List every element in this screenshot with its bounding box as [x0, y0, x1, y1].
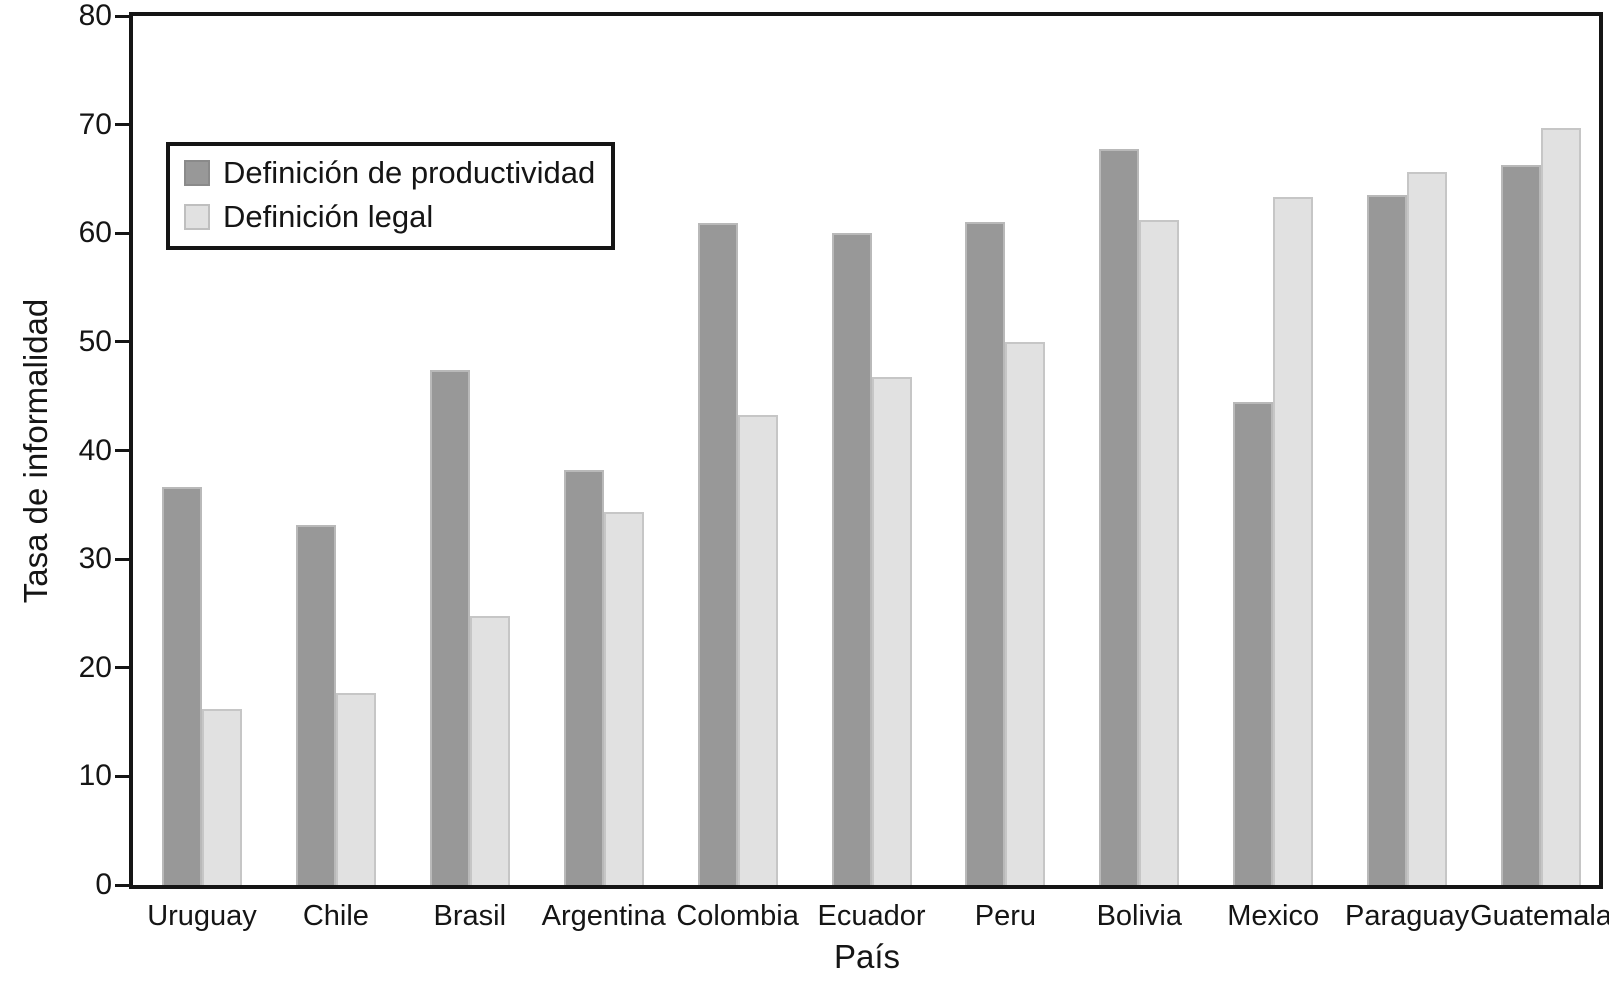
y-tick-mark-80	[115, 14, 129, 18]
bar-guatemala-legal	[1541, 128, 1581, 885]
x-tick-label-peru: Peru	[974, 900, 1037, 932]
y-tick-label-0: 0	[95, 868, 112, 901]
y-tick-mark-70	[115, 123, 129, 127]
y-tick-label-20: 20	[78, 650, 112, 684]
bar-bolivia-legal	[1139, 220, 1180, 885]
bar-colombia-productividad	[697, 223, 738, 885]
y-tick-label-10: 10	[78, 759, 112, 793]
bar-ecuador-productividad	[831, 233, 872, 885]
y-tick-mark-60	[115, 231, 129, 235]
legend-swatch-productividad	[184, 160, 210, 186]
y-tick-mark-30	[115, 557, 129, 561]
x-tick-label-uruguay: Uruguay	[147, 900, 257, 932]
y-tick-label-50: 50	[78, 324, 112, 358]
y-tick-mark-0	[115, 883, 129, 887]
x-tick-label-argentina: Argentina	[541, 900, 666, 932]
y-tick-label-60: 60	[78, 216, 112, 250]
legend-row-productividad: Definición de productividad	[184, 156, 595, 190]
bar-paraguay-productividad	[1367, 195, 1408, 885]
bar-chile-productividad	[295, 525, 336, 885]
y-tick-label-70: 70	[78, 107, 112, 141]
plot-area: Definición de productividad Definición l…	[129, 12, 1603, 889]
legend-label-legal: Definición legal	[223, 199, 434, 234]
bar-mexico-legal	[1273, 197, 1314, 885]
bar-mexico-productividad	[1233, 402, 1274, 885]
bar-colombia-legal	[737, 415, 778, 885]
y-tick-mark-20	[115, 666, 129, 670]
bar-ecuador-legal	[871, 377, 912, 885]
bar-paraguay-legal	[1407, 172, 1448, 885]
bar-peru-legal	[1005, 342, 1046, 885]
bar-bolivia-productividad	[1099, 149, 1140, 885]
y-tick-mark-50	[115, 340, 129, 344]
bar-uruguay-productividad	[162, 487, 202, 885]
y-tick-label-80: 80	[78, 0, 112, 32]
x-tick-label-chile: Chile	[302, 900, 369, 932]
legend-row-legal: Definición legal	[184, 200, 595, 234]
x-axis-title: País	[833, 938, 901, 975]
legend-swatch-legal	[184, 204, 210, 230]
legend: Definición de productividad Definición l…	[166, 142, 616, 250]
y-tick-label-30: 30	[78, 542, 112, 576]
x-tick-label-bolivia: Bolivia	[1096, 900, 1183, 932]
bar-brasil-productividad	[429, 370, 470, 885]
bar-chile-legal	[335, 693, 376, 885]
x-tick-label-paraguay: Paraguay	[1345, 900, 1470, 932]
x-tick-label-ecuador: Ecuador	[817, 900, 926, 932]
bar-guatemala-productividad	[1501, 165, 1541, 885]
x-tick-label-brasil: Brasil	[433, 900, 507, 932]
bar-argentina-legal	[603, 512, 644, 885]
x-tick-label-guatemala: Guatemala	[1470, 900, 1609, 932]
bar-argentina-productividad	[563, 470, 604, 885]
x-tick-label-mexico: Mexico	[1227, 900, 1320, 932]
x-tick-label-colombia: Colombia	[676, 900, 799, 932]
bar-uruguay-legal	[202, 709, 242, 885]
y-tick-mark-40	[115, 449, 129, 452]
bar-peru-productividad	[965, 222, 1006, 885]
y-tick-mark-10	[115, 774, 129, 778]
legend-label-productividad: Definición de productividad	[223, 155, 596, 190]
bar-brasil-legal	[469, 616, 510, 885]
y-tick-label-40: 40	[78, 433, 112, 467]
